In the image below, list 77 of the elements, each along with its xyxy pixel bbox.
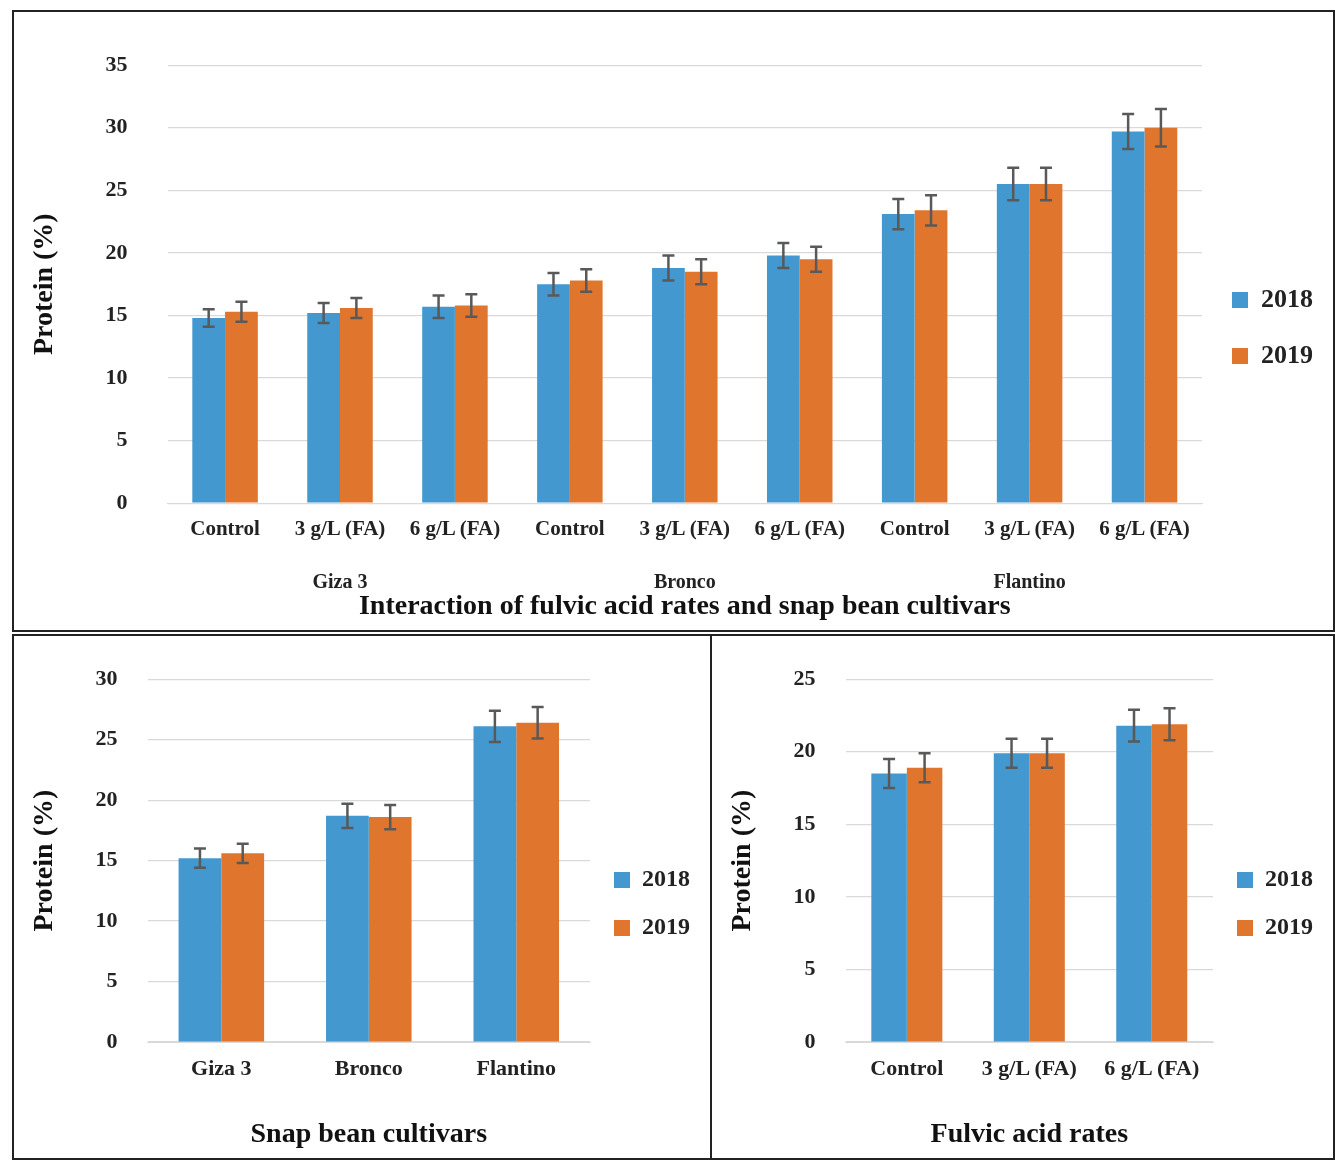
bar — [516, 722, 560, 1042]
legend-label: 2019 — [642, 913, 690, 940]
y-tick-label: 0 — [116, 488, 128, 514]
bar — [871, 773, 907, 1042]
bar — [221, 853, 265, 1042]
y-axis-title: Protein (%) — [27, 789, 59, 932]
x-tick-label: 6 g/L (FA) — [1104, 1054, 1200, 1080]
y-tick-label: 25 — [105, 176, 128, 202]
legend-label: 2018 — [1265, 865, 1313, 892]
y-axis-title: Protein (%) — [725, 789, 757, 932]
y-tick-label: 10 — [105, 363, 128, 389]
y-tick-label: 0 — [106, 1027, 118, 1053]
bar — [684, 271, 718, 503]
bar — [326, 815, 369, 1042]
x-tick-label: 3 g/L (FA) — [981, 1054, 1077, 1080]
bar — [1111, 131, 1145, 503]
x-tick-label: Control — [190, 516, 261, 541]
bar — [1029, 184, 1063, 503]
bar — [914, 210, 948, 503]
bar — [652, 267, 685, 503]
bar — [906, 767, 943, 1042]
x-tick-label: Giza 3 — [191, 1054, 252, 1080]
x-tick-label: 3 g/L (FA) — [984, 516, 1075, 541]
y-axis-title: Protein (%) — [27, 213, 59, 356]
y-tick-label: 25 — [793, 664, 816, 690]
legend-label: 2019 — [1261, 339, 1313, 369]
x-tick-label: Bronco — [334, 1054, 403, 1080]
bar — [766, 255, 800, 503]
y-tick-label: 5 — [106, 967, 118, 993]
bar — [1144, 127, 1178, 503]
legend-label: 2018 — [642, 865, 690, 892]
bar — [1151, 724, 1188, 1042]
y-tick-label: 20 — [105, 238, 128, 264]
x-tick-label: 6 g/L (FA) — [409, 516, 501, 541]
legend-label: 2018 — [1261, 283, 1313, 313]
bar — [368, 817, 412, 1042]
y-tick-label: 35 — [105, 50, 128, 76]
y-tick-label: 5 — [116, 426, 128, 452]
y-tick-label: 15 — [95, 846, 118, 872]
bar — [881, 214, 915, 503]
x-tick-label: 3 g/L (FA) — [639, 516, 731, 541]
y-tick-label: 30 — [105, 113, 128, 139]
x-tick-label: Control — [879, 516, 950, 541]
bar — [307, 312, 340, 503]
bar — [993, 753, 1030, 1042]
y-tick-label: 0 — [804, 1027, 816, 1053]
y-tick-label: 20 — [95, 785, 118, 811]
x-tick-label: 3 g/L (FA) — [294, 516, 386, 541]
bar — [178, 858, 222, 1042]
y-tick-label: 10 — [793, 882, 816, 908]
y-tick-label: 10 — [95, 906, 118, 932]
bar — [569, 280, 603, 503]
bar — [1029, 753, 1065, 1042]
x-axis-title: Snap bean cultivars — [250, 1117, 488, 1149]
bar — [996, 184, 1030, 503]
bar — [473, 726, 517, 1042]
bar — [422, 306, 455, 503]
x-tick-label: 6 g/L (FA) — [754, 516, 846, 541]
y-tick-label: 30 — [95, 664, 118, 690]
y-tick-label: 20 — [793, 737, 816, 763]
bar — [225, 311, 258, 503]
x-tick-label: 6 g/L (FA) — [1099, 516, 1190, 541]
x-tick-label: Control — [870, 1054, 944, 1080]
bar — [799, 259, 833, 503]
x-axis-title: Fulvic acid rates — [930, 1117, 1129, 1149]
x-tick-label: Flantino — [476, 1054, 556, 1080]
y-tick-label: 15 — [793, 810, 816, 836]
bar — [1116, 725, 1152, 1042]
y-tick-label: 5 — [804, 955, 816, 981]
y-tick-label: 15 — [105, 301, 128, 327]
x-tick-label: Control — [535, 516, 605, 541]
bar — [454, 305, 488, 503]
bar — [340, 307, 373, 503]
legend-label: 2019 — [1265, 913, 1313, 940]
bar — [192, 317, 226, 503]
bar — [537, 284, 570, 503]
y-tick-label: 25 — [95, 725, 118, 751]
